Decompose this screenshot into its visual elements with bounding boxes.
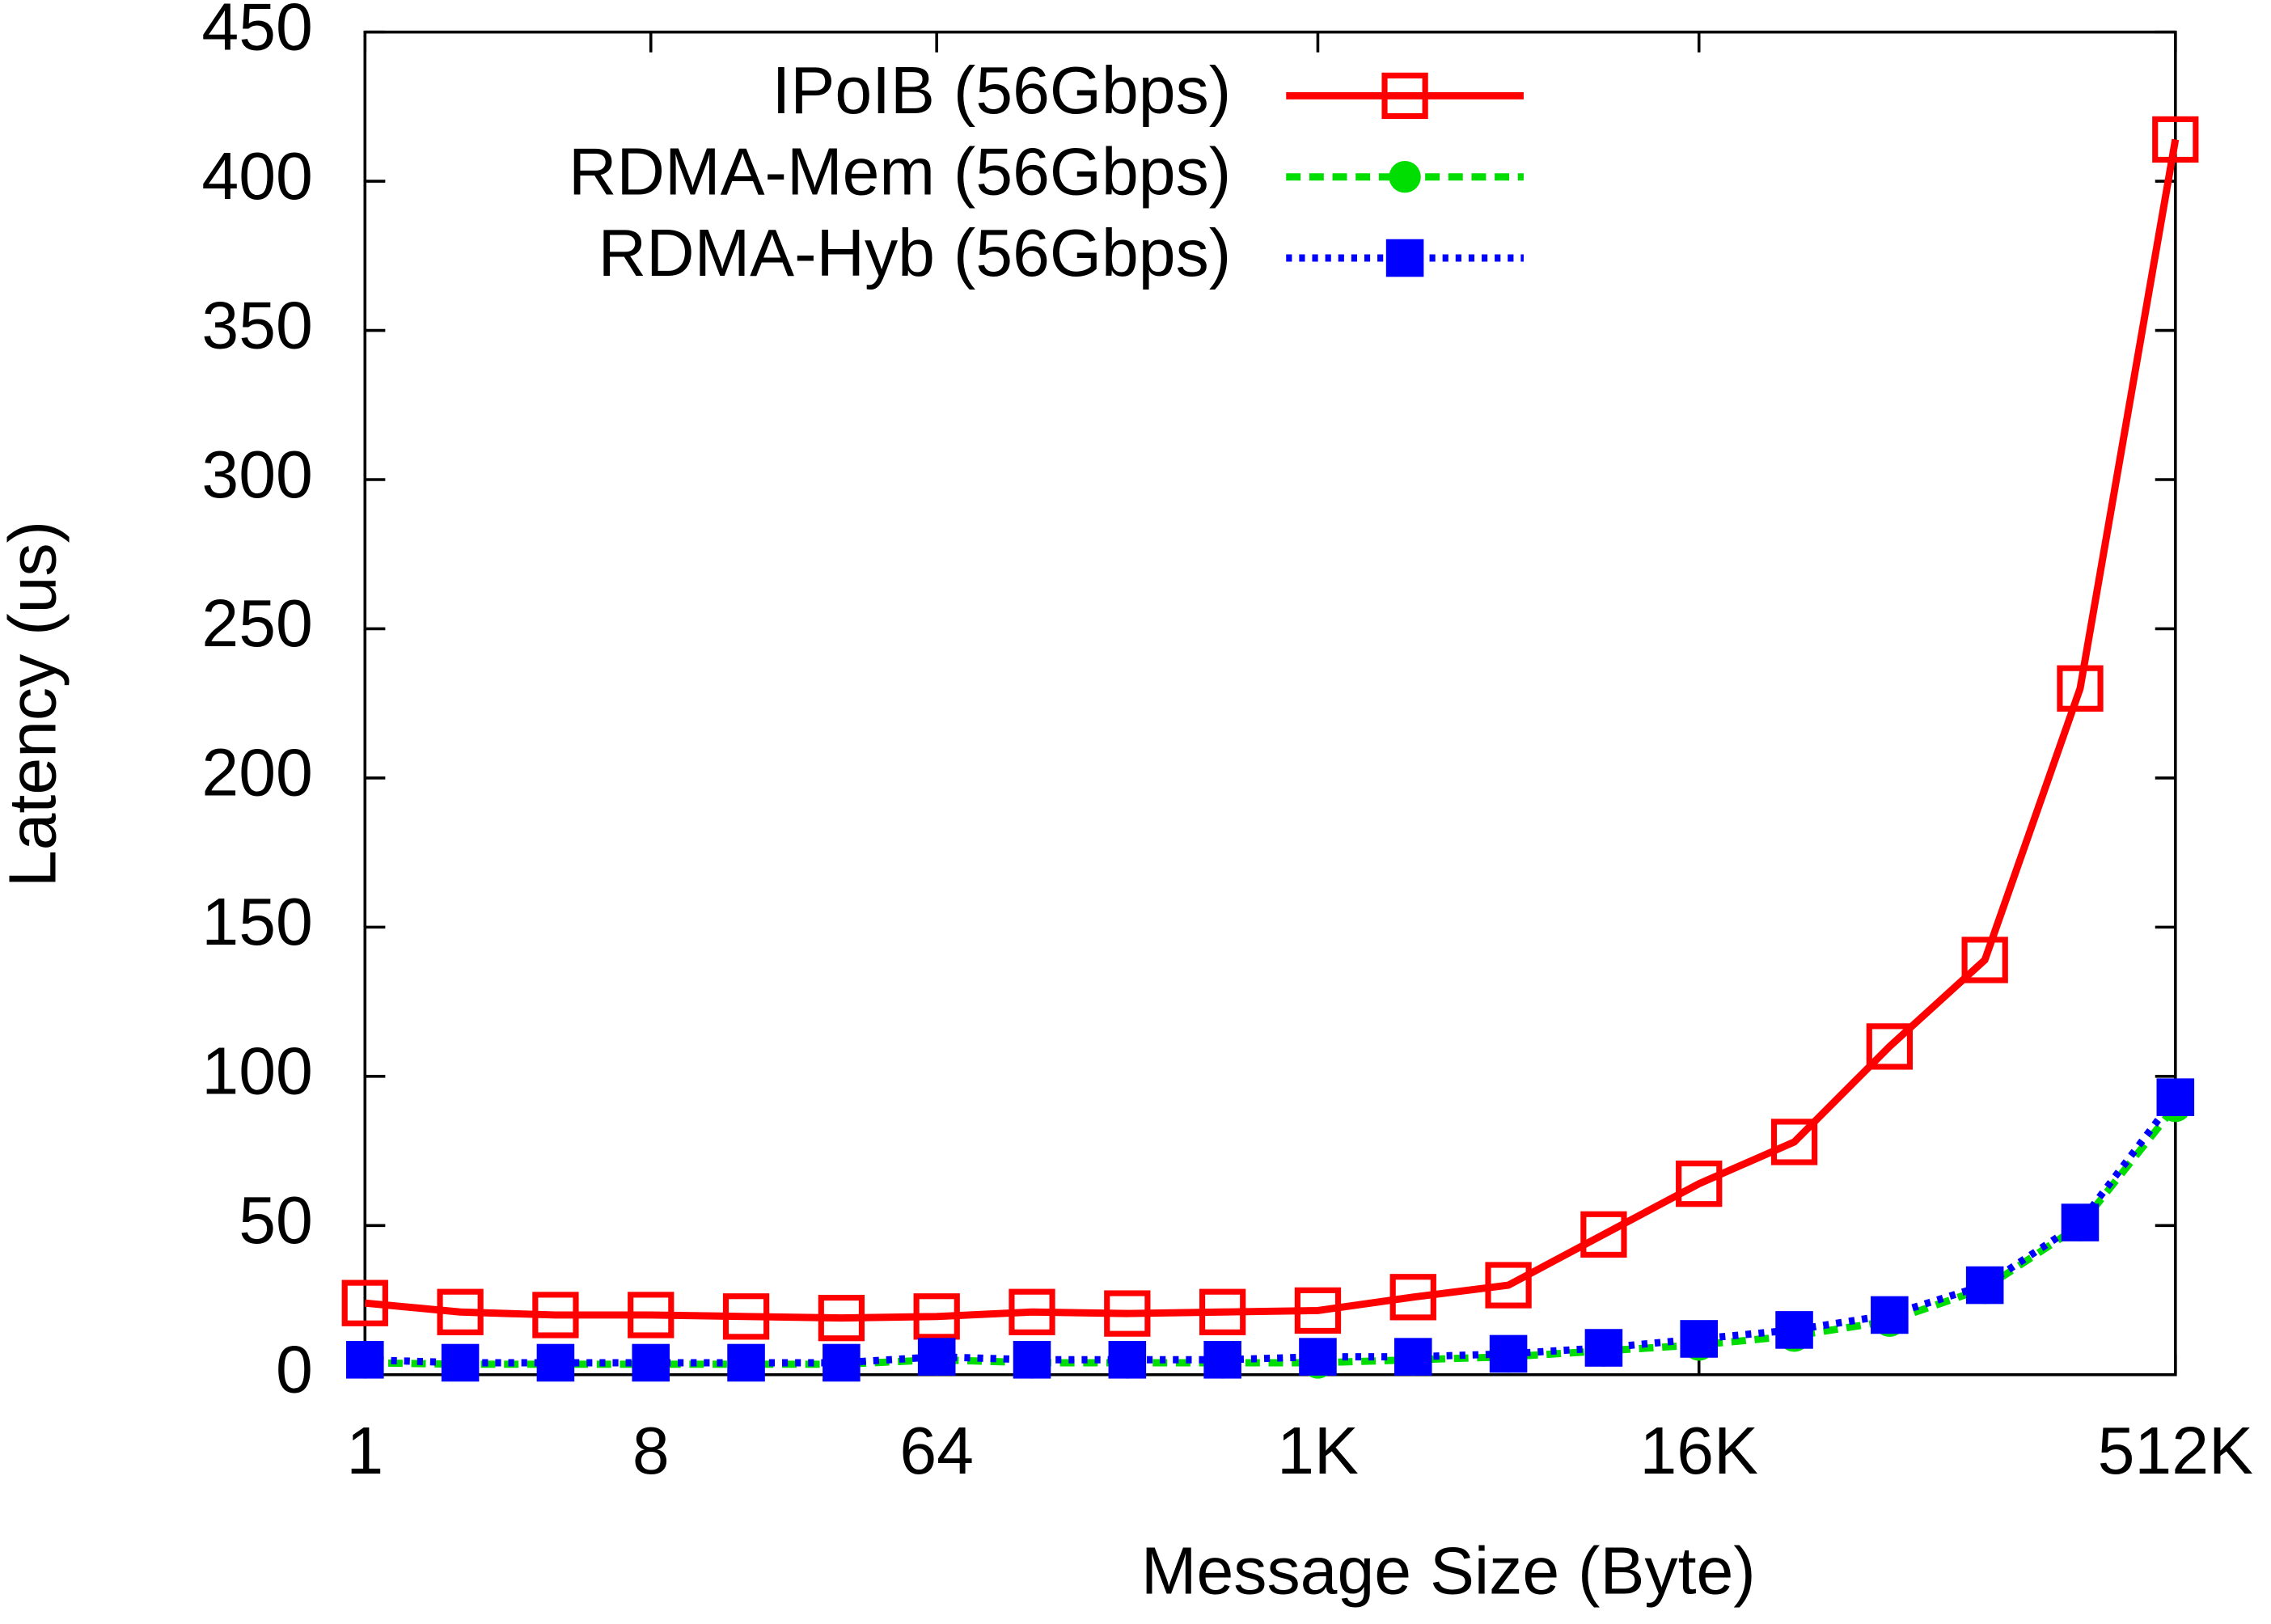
legend-marker [1381,72,1428,120]
y-tick-label: 300 [201,438,312,512]
series-line [364,138,2180,1322]
data-point [1770,1119,1818,1165]
plot-frame [363,30,2177,1377]
data-point [2061,1203,2100,1241]
data-point [823,1343,861,1382]
data-point [532,1292,579,1339]
legend-label: RDMA-Hyb (56Gbps) [598,216,1232,290]
data-point [1580,1211,1627,1258]
y-tick-label: 0 [276,1332,313,1406]
data-point [2152,116,2199,163]
data-point [1584,1329,1623,1367]
data-point [1676,1160,1723,1207]
x-tick-label: 512K [2098,1414,2253,1488]
y-tick-label: 350 [201,288,312,362]
y-tick-label: 400 [201,139,312,214]
data-point [437,1288,484,1335]
data-point [818,1294,865,1342]
legend-label: RDMA-Mem (56Gbps) [569,134,1231,209]
data-point [1775,1311,1813,1349]
data-point [1866,1023,1914,1070]
y-axis-label: Latency (us) [0,521,70,887]
y-tick-label: 450 [201,0,312,64]
x-axis-label: Message Size (Byte) [1141,1533,1756,1608]
data-point [1009,1288,1055,1335]
data-point [536,1343,575,1382]
y-tick-label: 150 [201,885,312,959]
data-point [2156,1078,2195,1116]
legend-label: IPoIB (56Gbps) [772,53,1232,128]
data-point [1393,1338,1432,1376]
data-point [1680,1320,1719,1358]
data-point [1199,1288,1246,1335]
data-point [346,1341,384,1379]
data-point [913,1293,960,1340]
data-point [628,1292,675,1339]
data-point [917,1338,956,1376]
data-point [441,1343,480,1382]
y-tick-label: 50 [239,1183,313,1258]
x-tick-label: 16K [1639,1414,1758,1488]
data-point [1294,1287,1342,1334]
data-point [1108,1341,1147,1379]
x-tick-label: 64 [899,1414,974,1488]
data-point [632,1343,670,1382]
legend-marker [1385,239,1424,277]
data-point [1965,1266,2004,1305]
data-point [1961,937,2008,983]
data-point [1203,1341,1241,1379]
x-tick-label: 1 [346,1414,383,1488]
data-point [341,1279,388,1326]
x-tick-label: 8 [632,1414,670,1488]
legend-marker [1389,161,1421,193]
data-point [1299,1338,1337,1376]
data-point [1489,1334,1528,1373]
y-tick-label: 250 [201,586,312,661]
y-tick-label: 100 [201,1034,312,1109]
data-point [1485,1262,1532,1309]
data-point [2057,665,2104,712]
data-point [1104,1290,1151,1337]
x-tick-label: 1K [1277,1414,1359,1488]
data-point [727,1343,765,1382]
data-point [1871,1296,1909,1334]
data-point [1389,1274,1436,1321]
y-tick-label: 200 [201,736,312,810]
data-point [722,1293,770,1340]
data-point [1013,1341,1051,1379]
